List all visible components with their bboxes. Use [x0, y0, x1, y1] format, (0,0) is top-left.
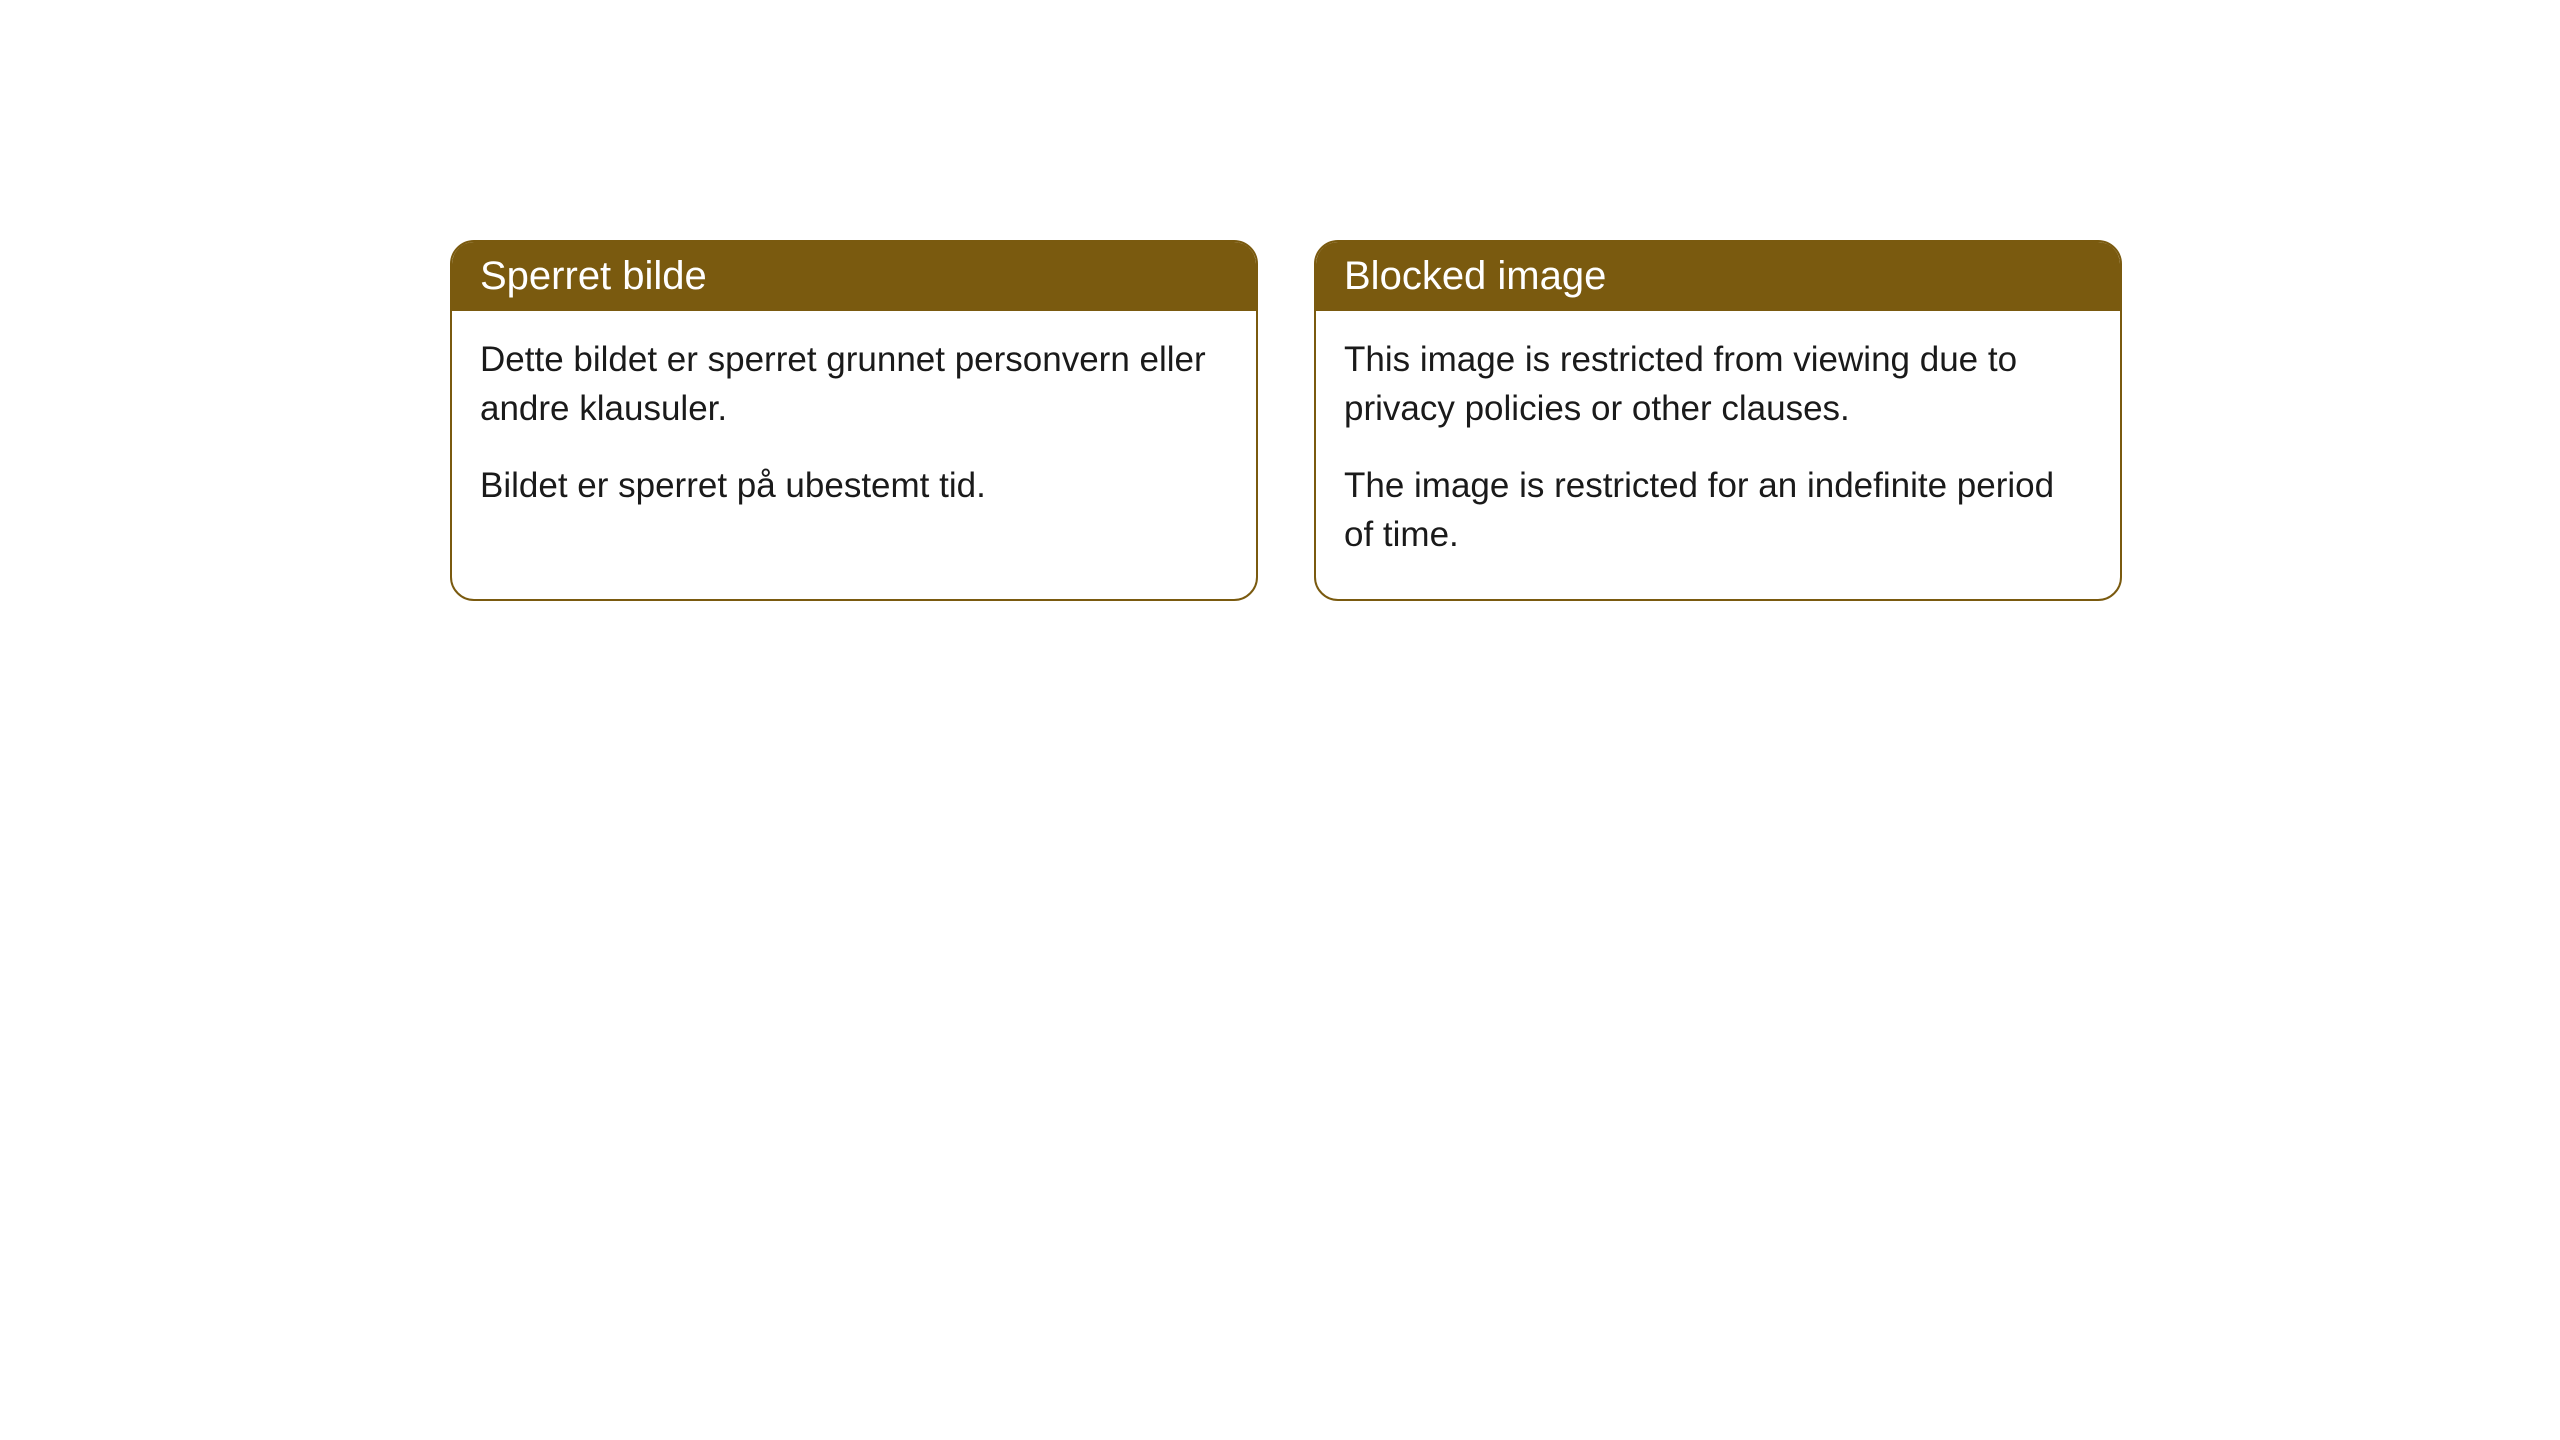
card-paragraph-2-no: Bildet er sperret på ubestemt tid.	[480, 461, 1228, 510]
card-paragraph-2-en: The image is restricted for an indefinit…	[1344, 461, 2092, 559]
card-body-en: This image is restricted from viewing du…	[1316, 311, 2120, 599]
card-header-en: Blocked image	[1316, 242, 2120, 311]
card-paragraph-1-no: Dette bildet er sperret grunnet personve…	[480, 335, 1228, 433]
blocked-image-card-no: Sperret bilde Dette bildet er sperret gr…	[450, 240, 1258, 601]
card-title-en: Blocked image	[1344, 254, 1606, 298]
card-title-no: Sperret bilde	[480, 254, 707, 298]
card-paragraph-1-en: This image is restricted from viewing du…	[1344, 335, 2092, 433]
cards-container: Sperret bilde Dette bildet er sperret gr…	[450, 240, 2122, 601]
card-body-no: Dette bildet er sperret grunnet personve…	[452, 311, 1256, 550]
blocked-image-card-en: Blocked image This image is restricted f…	[1314, 240, 2122, 601]
card-header-no: Sperret bilde	[452, 242, 1256, 311]
